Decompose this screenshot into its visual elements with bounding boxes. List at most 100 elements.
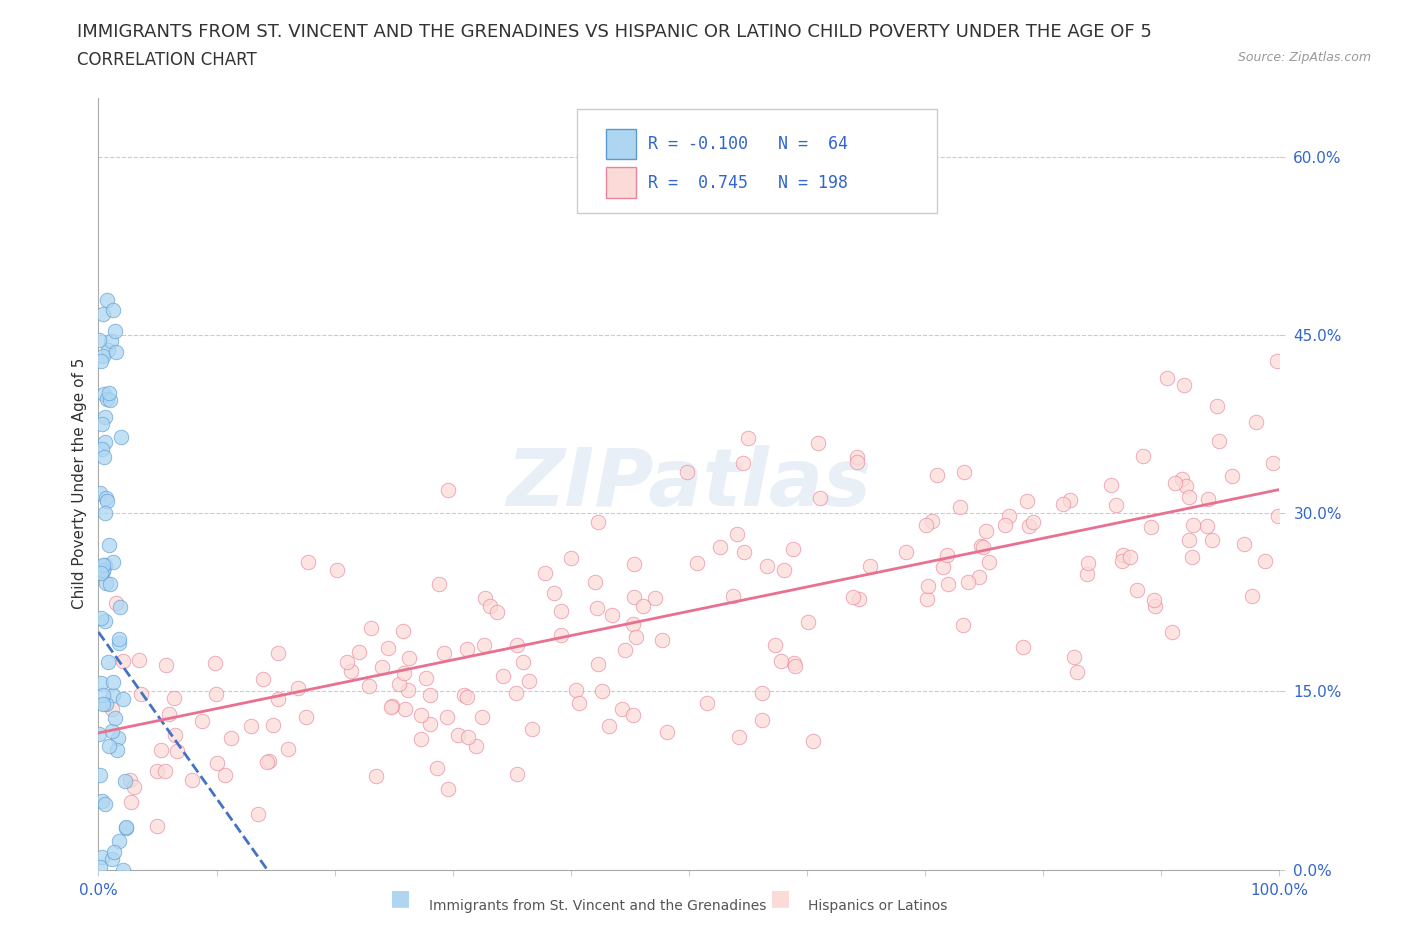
Point — [437, 781, 460, 796]
Point — [733, 544, 755, 559]
Point — [120, 794, 142, 809]
Point — [295, 710, 318, 724]
Point — [921, 513, 943, 528]
Point — [471, 709, 494, 724]
Point — [1017, 493, 1039, 508]
Point — [297, 555, 319, 570]
Text: R =  0.745   N = 198: R = 0.745 N = 198 — [648, 174, 848, 192]
Point — [91, 687, 114, 702]
Point — [157, 707, 180, 722]
Point — [380, 699, 402, 714]
Point — [512, 655, 534, 670]
Point — [644, 591, 666, 605]
Point — [419, 717, 441, 732]
Point — [550, 627, 572, 642]
Point — [96, 493, 118, 508]
Point — [1267, 353, 1289, 368]
Point — [90, 565, 112, 580]
Point — [517, 674, 540, 689]
Point — [846, 455, 869, 470]
Point — [87, 332, 110, 347]
Point — [859, 559, 882, 574]
Point — [917, 578, 939, 593]
Point — [1132, 448, 1154, 463]
Point — [437, 483, 460, 498]
Point — [150, 743, 173, 758]
Point — [259, 754, 281, 769]
Point — [97, 654, 120, 669]
Point — [90, 416, 112, 431]
Point — [1173, 378, 1195, 392]
Point — [633, 598, 655, 613]
Point — [111, 862, 134, 877]
Point — [1177, 490, 1199, 505]
Point — [1156, 371, 1178, 386]
Point — [725, 526, 748, 541]
Point — [256, 754, 278, 769]
Point — [94, 796, 117, 811]
Point — [479, 599, 502, 614]
Point — [104, 711, 127, 725]
Point — [411, 731, 433, 746]
Point — [1233, 537, 1256, 551]
Point — [1181, 550, 1204, 565]
Point — [108, 600, 131, 615]
Point — [97, 343, 120, 358]
Point — [91, 564, 114, 578]
Point — [101, 303, 124, 318]
Point — [543, 586, 565, 601]
Point — [101, 852, 124, 867]
Point — [398, 651, 420, 666]
Point — [464, 738, 486, 753]
Point — [1119, 550, 1142, 565]
Point — [565, 683, 588, 698]
Point — [111, 654, 134, 669]
Point — [1208, 433, 1230, 448]
Point — [252, 671, 274, 686]
Point — [568, 696, 591, 711]
Point — [491, 668, 513, 683]
Point — [506, 766, 529, 781]
Point — [1220, 469, 1243, 484]
Point — [427, 577, 450, 591]
Point — [267, 692, 290, 707]
Point — [104, 324, 127, 339]
Point — [1099, 477, 1122, 492]
Point — [808, 491, 831, 506]
Point — [93, 387, 115, 402]
Point — [93, 449, 115, 464]
Point — [1143, 592, 1166, 607]
Point — [1263, 456, 1285, 471]
Point — [89, 767, 111, 782]
Point — [89, 727, 111, 742]
Point — [96, 491, 118, 506]
Point — [841, 590, 863, 604]
Point — [1139, 519, 1161, 534]
Point — [1178, 532, 1201, 547]
Point — [626, 630, 648, 644]
Point — [349, 644, 371, 659]
Point — [696, 696, 718, 711]
Point — [94, 697, 117, 711]
Point — [949, 499, 972, 514]
Point — [755, 559, 778, 574]
Point — [1018, 519, 1040, 534]
Point — [1206, 398, 1229, 413]
Point — [90, 442, 112, 457]
Point — [433, 645, 456, 660]
Point — [474, 591, 496, 605]
Point — [110, 429, 132, 444]
Point — [591, 684, 613, 698]
Point — [120, 772, 142, 787]
Point — [1241, 589, 1264, 604]
Text: IMMIGRANTS FROM ST. VINCENT AND THE GRENADINES VS HISPANIC OR LATINO CHILD POVER: IMMIGRANTS FROM ST. VINCENT AND THE GREN… — [77, 23, 1152, 41]
Point — [90, 353, 112, 368]
Point — [1195, 518, 1218, 533]
Point — [94, 435, 117, 450]
Point — [145, 818, 167, 833]
Point — [956, 575, 979, 590]
Point — [153, 764, 176, 779]
Point — [456, 642, 478, 657]
Point — [586, 601, 609, 616]
Point — [94, 576, 117, 591]
